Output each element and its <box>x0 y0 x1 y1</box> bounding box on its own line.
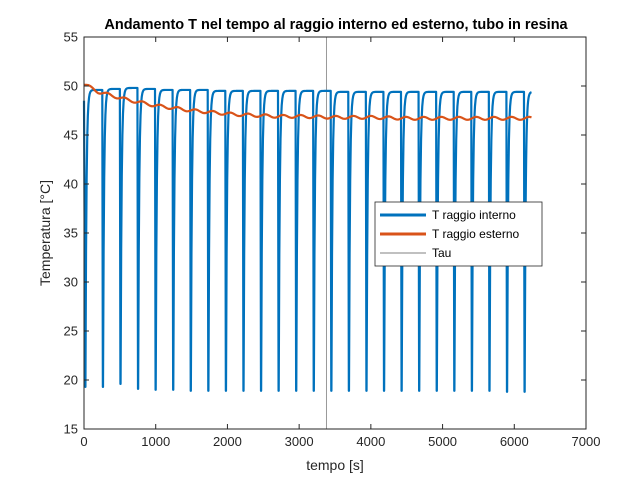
x-axis-title: tempo [s] <box>306 457 364 473</box>
y-axis-title: Temperatura [°C] <box>37 180 53 286</box>
y-tick-label: 50 <box>64 79 78 94</box>
legend: T raggio interno T raggio esterno Tau <box>374 201 543 267</box>
series-t-raggio-esterno <box>83 83 532 121</box>
x-tick-label: 2000 <box>213 434 242 449</box>
y-tick-label: 20 <box>64 373 78 388</box>
x-axis: 0 1000 2000 3000 4000 5000 6000 7000 <box>80 37 600 449</box>
x-tick-label: 7000 <box>572 434 601 449</box>
series-t-raggio-interno <box>82 86 533 393</box>
legend-label-tau: Tau <box>432 246 451 260</box>
y-tick-label: 35 <box>64 226 78 241</box>
x-tick-label: 3000 <box>285 434 314 449</box>
x-tick-label: 6000 <box>500 434 529 449</box>
y-tick-label: 40 <box>64 177 78 192</box>
y-tick-label: 45 <box>64 128 78 143</box>
x-tick-label: 4000 <box>356 434 385 449</box>
y-axis: 15 20 25 30 35 40 45 50 55 <box>64 30 586 437</box>
legend-label-esterno: T raggio esterno <box>432 227 519 241</box>
y-tick-label: 55 <box>64 30 78 45</box>
y-tick-label: 15 <box>64 422 78 437</box>
x-tick-label: 0 <box>80 434 87 449</box>
legend-label-interno: T raggio interno <box>432 208 516 222</box>
chart-title: Andamento T nel tempo al raggio interno … <box>104 17 568 33</box>
y-tick-label: 30 <box>64 275 78 290</box>
y-tick-label: 25 <box>64 324 78 339</box>
x-tick-label: 5000 <box>428 434 457 449</box>
plot-area <box>82 37 533 429</box>
x-tick-label: 1000 <box>141 434 170 449</box>
